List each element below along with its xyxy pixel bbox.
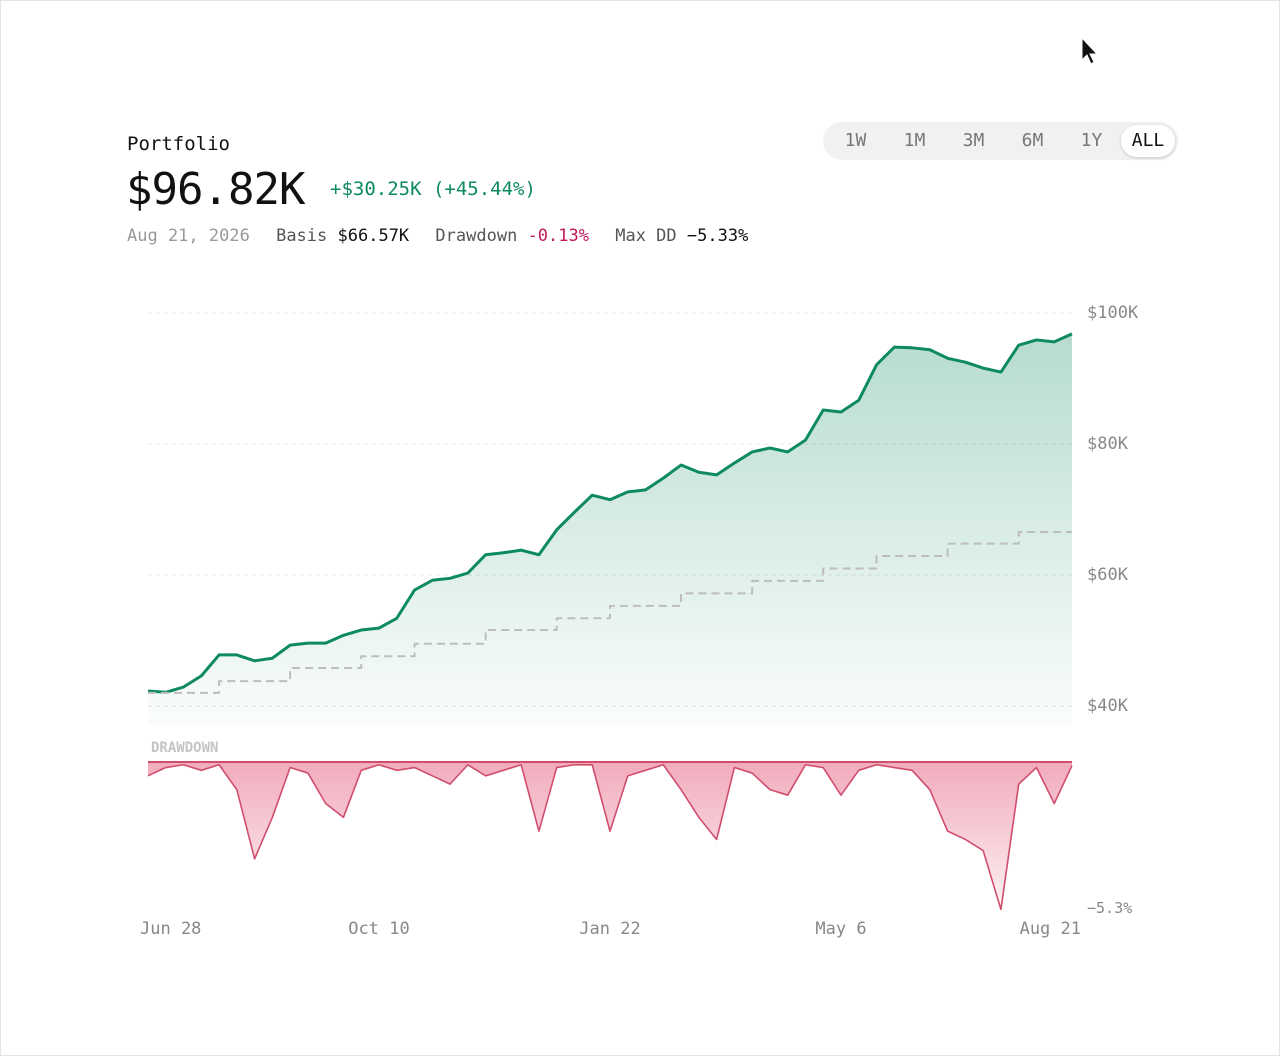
range-button[interactable]: 3M bbox=[962, 130, 985, 151]
maxdd-label: Max DD bbox=[615, 226, 677, 246]
x-tick-label: Jan 22 bbox=[579, 919, 640, 939]
drawdown-area bbox=[148, 762, 1072, 910]
drawdown-line bbox=[147, 763, 1073, 911]
y-tick-label: $40K bbox=[1087, 696, 1129, 716]
y2-tick-label: −5.3% bbox=[1087, 899, 1132, 917]
value-area bbox=[148, 333, 1072, 725]
basis-value: $66.57K bbox=[337, 226, 410, 246]
date: Aug 21, 2026 bbox=[127, 226, 250, 246]
x-tick-label: May 6 bbox=[815, 919, 866, 939]
y-tick-label: $100K bbox=[1087, 303, 1139, 323]
range-button[interactable]: 6M bbox=[1021, 130, 1044, 151]
x-tick-label: Aug 21 bbox=[1020, 919, 1081, 939]
portfolio-value: $96.82K bbox=[126, 164, 305, 215]
x-tick-label: Jun 28 bbox=[140, 919, 201, 939]
portfolio-change: +$30.25K (+45.44%) bbox=[330, 178, 536, 200]
stats: Aug 21, 2026 Basis $66.57K Drawdown -0.1… bbox=[127, 226, 764, 246]
range-selector: 1W 1M 3M 6M 1Y ALL bbox=[823, 122, 1178, 160]
range-button[interactable]: ALL bbox=[1121, 125, 1175, 157]
portfolio-label: Portfolio bbox=[127, 133, 230, 155]
drawdown-label: Drawdown bbox=[435, 226, 518, 246]
maxdd-value: −5.33% bbox=[686, 226, 749, 246]
y-tick-label: $60K bbox=[1087, 565, 1129, 585]
range-button[interactable]: 1W bbox=[844, 130, 867, 151]
range-button[interactable]: 1Y bbox=[1080, 130, 1103, 151]
range-button[interactable]: 1M bbox=[903, 130, 926, 151]
basis-line bbox=[148, 531, 1072, 694]
y2-label: DRAWDOWN bbox=[151, 740, 218, 756]
drawdown-value: -0.13% bbox=[527, 226, 589, 246]
cursor bbox=[1081, 36, 1099, 65]
x-tick-label: Oct 10 bbox=[348, 919, 409, 939]
y-tick-label: $80K bbox=[1087, 434, 1129, 454]
value-line bbox=[147, 332, 1073, 694]
basis-label: Basis bbox=[276, 226, 328, 246]
